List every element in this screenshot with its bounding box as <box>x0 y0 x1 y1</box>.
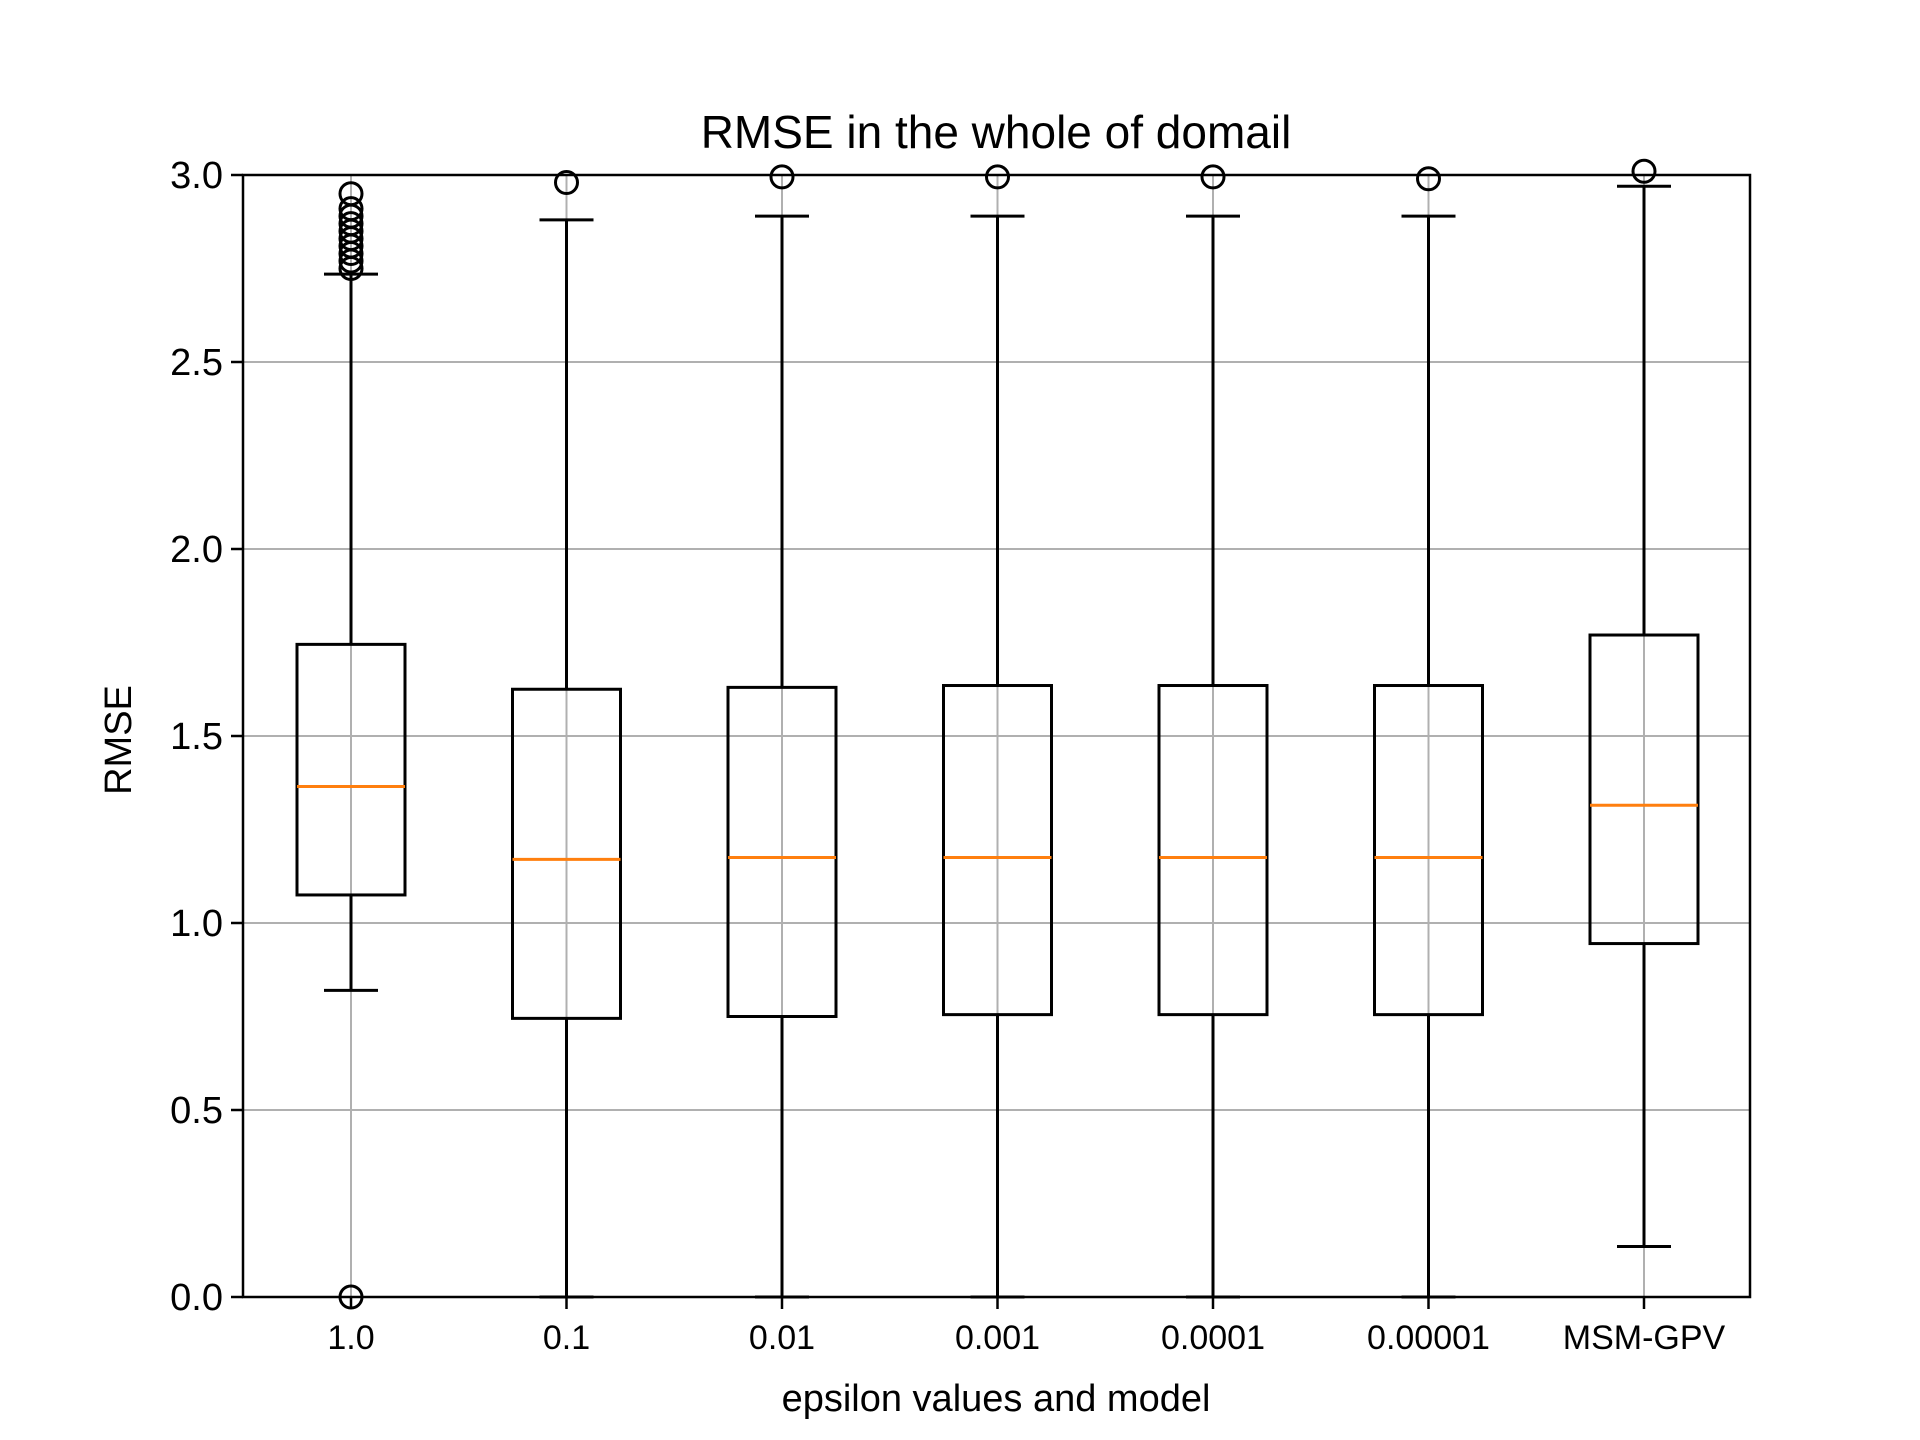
x-tick-label: 0.01 <box>749 1319 815 1357</box>
chart-title: RMSE in the whole of domail <box>701 106 1292 158</box>
outlier-point <box>769 164 795 190</box>
iqr-box <box>1373 684 1484 1017</box>
iqr-box <box>511 687 622 1020</box>
iqr-box <box>942 684 1053 1017</box>
y-tick-label: 2.5 <box>170 342 223 384</box>
outlier-point <box>1631 158 1657 184</box>
outlier-point <box>1200 164 1226 190</box>
outlier-point <box>338 181 364 207</box>
y-axis-ticks: 0.0 0.5 1.0 1.5 2.0 2.5 3.0 <box>170 155 243 1319</box>
y-tick-label: 1.0 <box>170 903 223 945</box>
y-tick-label: 1.5 <box>170 716 223 758</box>
x-tick-label: MSM-GPV <box>1563 1319 1726 1357</box>
iqr-box <box>726 685 838 1018</box>
y-tick-label: 0.5 <box>170 1090 223 1132</box>
x-tick-label: 1.0 <box>327 1319 374 1357</box>
outlier-point <box>554 169 579 195</box>
outlier-point <box>338 211 364 237</box>
y-tick-label: 0.0 <box>170 1277 223 1319</box>
x-tick-label: 0.1 <box>543 1319 590 1357</box>
outlier-point <box>985 164 1010 190</box>
y-tick-label: 2.0 <box>170 529 223 571</box>
iqr-box <box>1588 633 1700 946</box>
y-axis-label: RMSE <box>98 685 140 795</box>
outlier-point <box>338 196 364 222</box>
iqr-box <box>295 642 407 897</box>
iqr-box <box>1157 684 1269 1017</box>
x-tick-label: 0.0001 <box>1161 1319 1265 1357</box>
x-tick-label: 0.00001 <box>1367 1319 1490 1357</box>
x-tick-label: 0.001 <box>955 1319 1040 1357</box>
x-axis-label: epsilon values and model <box>782 1378 1211 1420</box>
x-axis-ticks: 1.0 0.1 0.01 0.001 0.0001 0.00001 MSM-GPV <box>327 1297 1726 1357</box>
outlier-point <box>1416 166 1441 192</box>
y-tick-label: 3.0 <box>170 155 223 197</box>
